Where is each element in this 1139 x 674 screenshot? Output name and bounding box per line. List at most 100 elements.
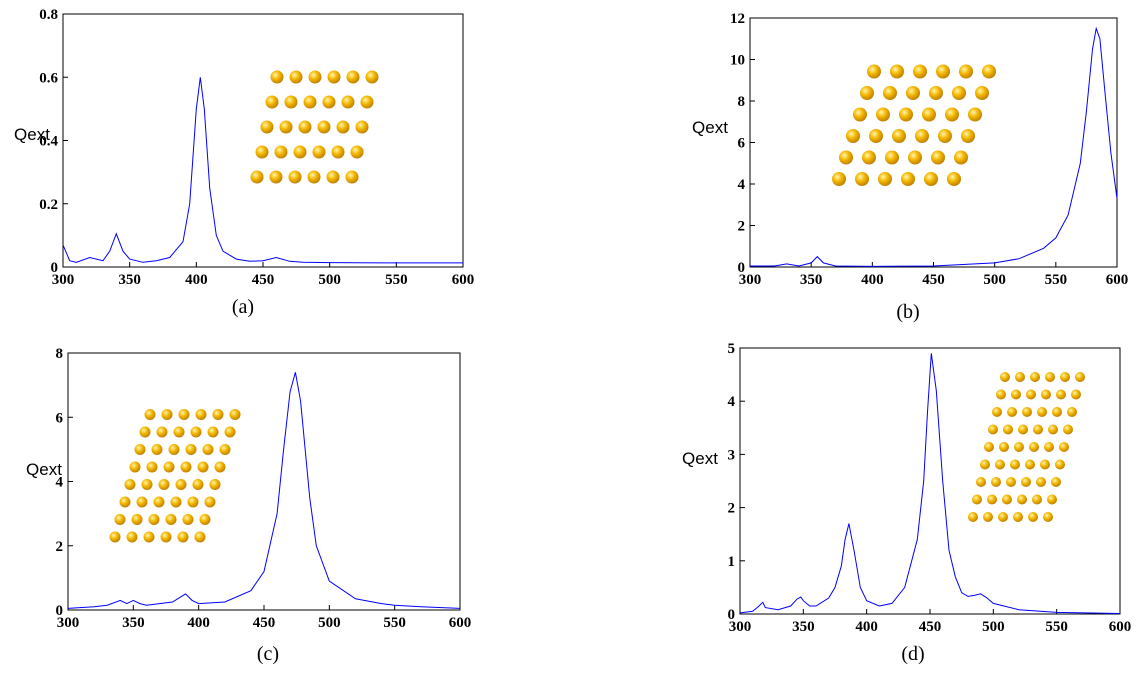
x-tick-label: 600 — [1106, 272, 1129, 288]
particle — [153, 496, 165, 508]
y-tick-label: 0 — [51, 260, 59, 276]
particle — [1002, 494, 1012, 505]
particle — [832, 172, 846, 186]
x-tick-label: 600 — [449, 615, 472, 631]
particle — [839, 150, 853, 165]
particle — [1051, 477, 1061, 487]
particle — [1018, 424, 1028, 435]
particle — [995, 459, 1005, 470]
particle — [131, 514, 143, 525]
y-tick-label: 4 — [728, 394, 736, 410]
particle — [988, 424, 998, 435]
particle — [945, 107, 959, 122]
particle — [279, 120, 293, 134]
particle — [326, 170, 340, 184]
particle — [331, 145, 345, 159]
particle — [1014, 442, 1024, 452]
particle — [976, 477, 986, 487]
particle — [1059, 442, 1069, 452]
particle — [959, 64, 973, 79]
particle — [1006, 477, 1016, 487]
particle — [1000, 372, 1010, 382]
particle — [1052, 407, 1062, 417]
x-tick-label: 400 — [861, 272, 884, 288]
particle — [1045, 372, 1055, 382]
y-axis-label: Qext — [26, 460, 62, 479]
particle — [298, 120, 312, 134]
x-tick-label: 300 — [739, 272, 762, 288]
particle — [1055, 459, 1065, 470]
particle — [269, 170, 283, 184]
particle — [126, 531, 138, 543]
x-tick-label: 500 — [982, 619, 1005, 635]
particle — [109, 531, 121, 543]
particle — [983, 512, 993, 522]
particle — [1075, 372, 1085, 382]
caption: (d) — [901, 643, 924, 665]
particle — [336, 120, 350, 134]
particle — [1013, 512, 1023, 522]
particle — [284, 95, 298, 109]
particle — [1044, 442, 1054, 452]
particle — [114, 514, 126, 525]
particle — [929, 86, 943, 100]
x-tick-label: 550 — [385, 272, 408, 288]
particle — [855, 172, 869, 186]
particle — [350, 145, 364, 159]
particle — [1071, 389, 1081, 400]
y-tick-label: 3 — [728, 447, 736, 463]
particle — [1029, 442, 1039, 452]
particle — [365, 70, 379, 84]
particle — [991, 477, 1001, 487]
particle — [1015, 372, 1025, 382]
particle — [1028, 512, 1038, 522]
particle — [175, 479, 187, 490]
particle — [984, 442, 994, 452]
particle — [345, 170, 359, 184]
y-tick-label: 6 — [738, 136, 746, 152]
x-tick-label: 550 — [383, 615, 406, 631]
y-tick-label: 0 — [738, 260, 746, 276]
particle — [288, 170, 302, 184]
particle — [1032, 494, 1042, 505]
particle — [869, 129, 883, 143]
x-tick-label: 450 — [919, 619, 942, 635]
particle — [293, 145, 307, 159]
particle — [1017, 494, 1027, 505]
particle — [146, 461, 158, 473]
particle — [229, 409, 241, 420]
x-tick-label: 450 — [922, 272, 945, 288]
particle — [954, 150, 968, 165]
x-tick-label: 400 — [187, 615, 210, 631]
particle — [177, 531, 189, 543]
particle — [908, 150, 922, 165]
particle — [355, 120, 369, 134]
x-tick-label: 500 — [318, 615, 341, 631]
particle — [1043, 512, 1053, 522]
particle — [158, 479, 170, 490]
particle — [892, 129, 906, 143]
particle — [972, 494, 982, 505]
particle — [862, 150, 876, 165]
particle — [165, 514, 177, 525]
particle — [846, 129, 860, 143]
y-tick-label: 4 — [738, 177, 746, 193]
particle — [182, 514, 194, 525]
particle — [136, 496, 148, 508]
x-tick-label: 350 — [792, 619, 815, 635]
particle — [1021, 477, 1031, 487]
x-tick-label: 450 — [252, 272, 275, 288]
particle — [987, 494, 997, 505]
y-tick-label: 5 — [728, 341, 736, 357]
spectrum-line — [67, 372, 461, 609]
x-tick-label: 400 — [185, 272, 208, 288]
particle — [890, 64, 904, 79]
particle — [1025, 459, 1035, 470]
particle — [255, 145, 269, 159]
particle — [901, 172, 915, 186]
axes-frame — [739, 347, 1121, 615]
particle — [224, 426, 236, 438]
particle — [938, 129, 952, 143]
particle — [270, 70, 284, 84]
particle — [327, 70, 341, 84]
